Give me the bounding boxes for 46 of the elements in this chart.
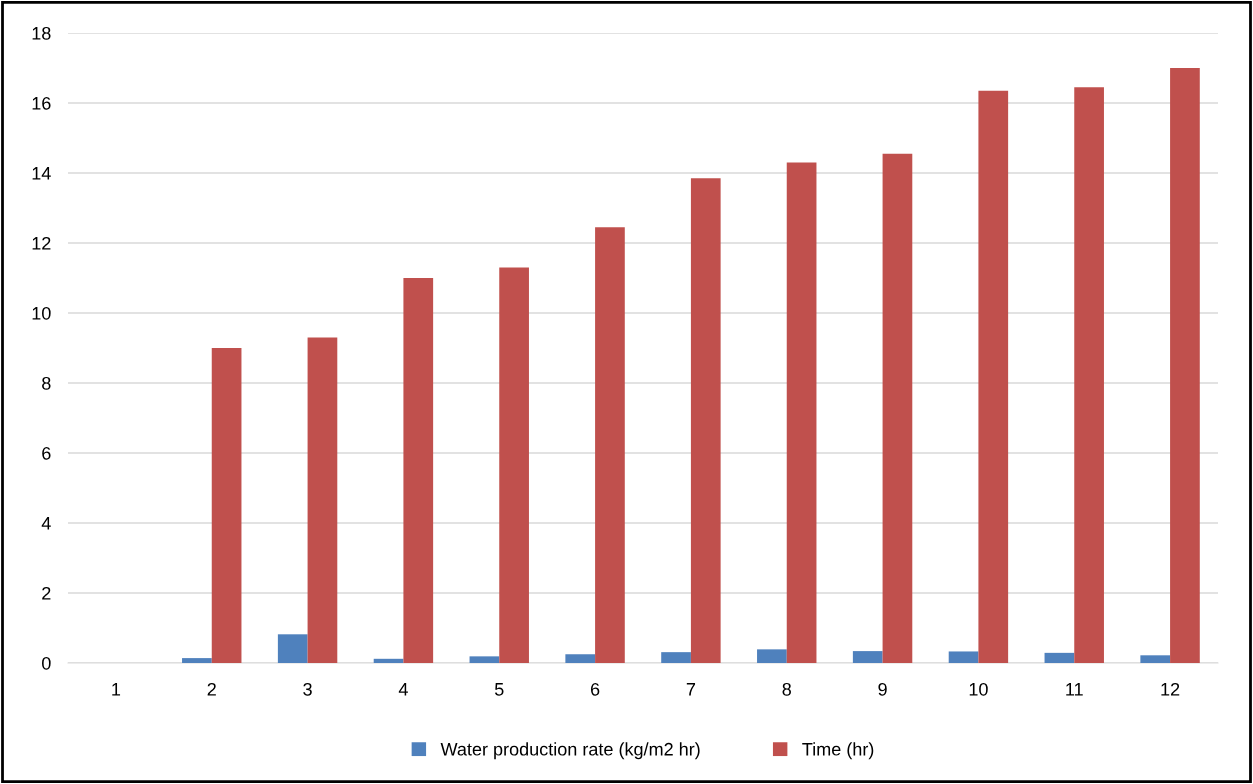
x-tick-label: 4 (398, 683, 408, 696)
bar (277, 634, 308, 663)
y-tick-label: 4 (41, 517, 51, 530)
x-tick-label: 6 (590, 682, 600, 696)
bar (499, 267, 529, 663)
bar (978, 90, 1009, 663)
y-tick-label: 14 (32, 167, 51, 180)
x-tick-label: 5 (494, 683, 504, 696)
bar (852, 651, 883, 663)
x-tick-label: 1 (112, 683, 121, 696)
x-tick-label: 3 (303, 682, 312, 696)
bar (182, 658, 212, 663)
x-tick-label: 10 (969, 682, 988, 696)
bar (373, 658, 404, 663)
y-tick-label: 2 (42, 586, 51, 600)
x-tick-label: 11 (1066, 683, 1083, 696)
bar (882, 153, 913, 663)
y-tick-label: 16 (32, 96, 51, 110)
bar (757, 649, 787, 663)
bar (786, 162, 817, 663)
y-tick-label: 10 (32, 306, 51, 320)
x-tick-label: 12 (1161, 682, 1180, 696)
bar (211, 348, 242, 663)
bar (690, 178, 721, 663)
bar (1044, 652, 1075, 663)
y-tick-label: 18 (32, 26, 51, 40)
x-tick-label: 7 (686, 683, 696, 696)
bar (1140, 655, 1171, 663)
bar (403, 278, 434, 663)
x-tick-label: 2 (207, 682, 216, 696)
legend-label: Water production rate (kg/m2 hr) (440, 742, 700, 760)
legend-label: Time (hr) (802, 742, 874, 760)
y-tick-label: 0 (42, 656, 51, 670)
y-tick-label: 8 (42, 376, 51, 390)
bar (948, 651, 979, 663)
bar (1074, 87, 1104, 663)
y-tick-label: 12 (32, 236, 51, 250)
x-tick-label: 8 (782, 682, 791, 696)
bar (307, 337, 338, 663)
y-tick-label: 6 (42, 446, 51, 460)
bar (1170, 68, 1200, 663)
bar (469, 656, 500, 663)
bar (595, 227, 625, 663)
bar (565, 654, 596, 663)
bar (661, 652, 691, 663)
x-tick-label: 9 (878, 682, 887, 696)
